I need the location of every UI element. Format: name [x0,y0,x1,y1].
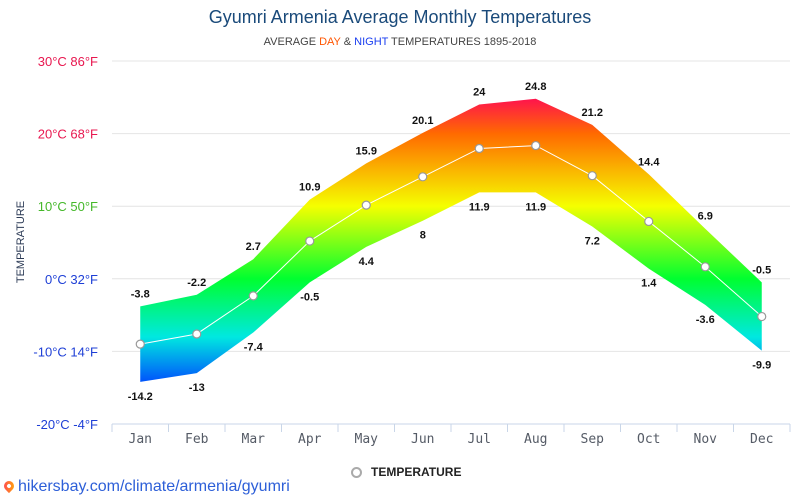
chart-subtitle: AVERAGE DAY & NIGHT TEMPERATURES 1895-20… [0,36,800,48]
x-tick-label: Sep [581,432,605,447]
average-point[interactable] [305,236,315,246]
x-tick-label: Oct [637,432,660,447]
average-point[interactable] [644,216,654,227]
x-tick-label: Aug [524,432,547,447]
night-value-label: 11.9 [525,201,546,213]
subtitle-prefix: AVERAGE [263,36,320,48]
y-axis-ticks: 30°C 86°F 20°C 68°F 10°C 50°F 0°C 32°F -10°C… [33,54,98,432]
average-point[interactable] [418,172,428,182]
night-value-label: -3.6 [696,314,715,326]
day-value-label: 6.9 [698,211,713,223]
subtitle-suffix: TEMPERATURES 1895-2018 [388,36,537,48]
circle-marker-icon [351,466,362,478]
night-value-label: -7.4 [244,342,264,354]
legend-temperature[interactable]: TEMPERATURE [351,465,461,479]
average-point[interactable] [531,140,541,151]
subtitle-amp: & [340,36,355,48]
day-value-label: -0.5 [752,264,771,276]
map-pin-icon [1,478,17,494]
average-point[interactable] [192,329,202,339]
day-value-label: 24.8 [525,81,546,93]
day-night-band [140,98,762,382]
x-tick-label: Jun [411,432,434,447]
night-value-label: -0.5 [300,291,319,303]
average-temperature-line [140,145,763,345]
night-value-label: -9.9 [752,360,771,372]
day-value-label: 10.9 [299,182,320,194]
average-point[interactable] [587,171,597,181]
day-value-label: 24 [473,87,486,99]
x-tick-label: Nov [694,432,718,447]
source-text: hikersbay.com/climate/armenia/gyumri [18,478,290,495]
subtitle-night: NIGHT [354,36,389,48]
night-value-label: 11.9 [469,201,490,213]
night-value-label: 7.2 [585,236,600,248]
x-axis: Jan Feb Mar Apr May Jun Jul Aug Sep Oct Nov Dec [111,423,791,447]
day-value-label: 2.7 [246,241,261,253]
night-value-label: -13 [189,382,205,394]
day-value-label: 21.2 [582,107,603,119]
x-tick-label: Apr [298,432,322,447]
legend-label: TEMPERATURE [371,465,462,479]
x-tick-label: Jan [129,432,152,447]
average-point[interactable] [248,291,258,301]
y-tick-label: 0°C 32°F [45,272,98,287]
night-value-label: 8 [420,230,426,242]
y-tick-label: -20°C -4°F [36,417,98,432]
chart-title: Gyumri Armenia Average Monthly Temperatu… [208,7,592,27]
x-tick-label: Mar [242,432,266,447]
y-axis-label: TEMPERATURE [15,201,27,283]
average-point[interactable] [135,339,145,349]
x-tick-label: May [355,432,379,447]
x-tick-label: Jul [468,432,491,447]
source-link[interactable]: hikersbay.com/climate/armenia/gyumri [1,478,290,496]
average-point[interactable] [757,311,767,322]
night-value-label: -14.2 [128,391,153,403]
day-value-label: 15.9 [356,145,377,157]
average-points [135,140,767,349]
y-tick-label: 10°C 50°F [38,199,98,214]
average-point[interactable] [474,143,484,154]
night-value-label: 1.4 [641,278,657,290]
x-tick-label: Dec [750,432,773,447]
y-tick-label: 30°C 86°F [38,54,98,69]
data-labels: -3.8 -2.2 2.7 10.9 15.9 20.1 24 24.8 21.2 14.4 6.9… [128,81,772,403]
average-point[interactable] [700,262,710,272]
x-tick-label: Feb [185,432,209,447]
day-value-label: 20.1 [412,115,433,127]
day-value-label: -3.8 [131,288,150,300]
y-tick-label: -10°C 14°F [33,344,98,359]
average-point[interactable] [361,200,371,210]
night-value-label: 4.4 [359,256,375,268]
day-value-label: -2.2 [187,277,206,289]
subtitle-day: DAY [319,36,341,48]
y-tick-label: 20°C 68°F [38,127,98,142]
day-value-label: 14.4 [638,156,660,168]
